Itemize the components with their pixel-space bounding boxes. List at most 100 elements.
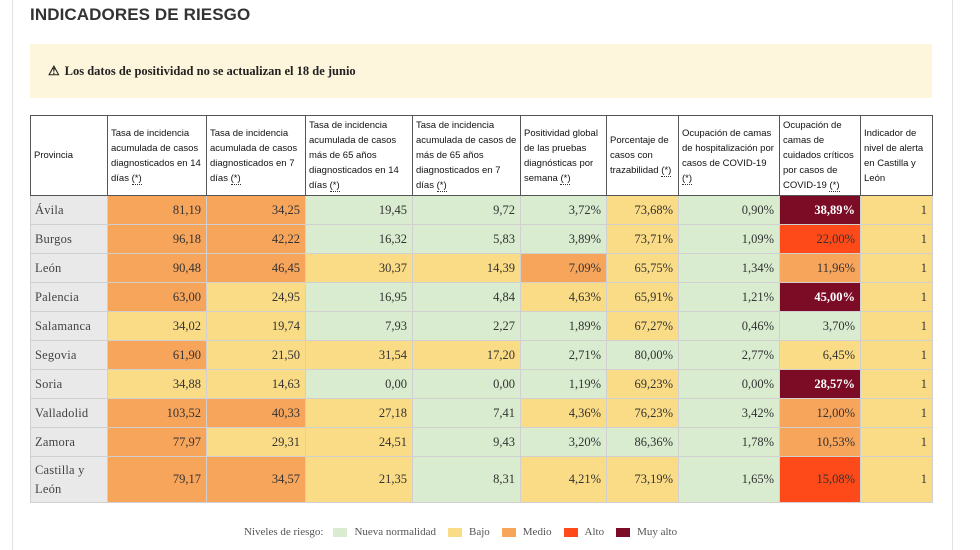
value-cell: 0,90% <box>678 195 780 225</box>
table-row: León 90,48 46,45 30,37 14,39 7,09% 65,75% 1,34%… <box>30 253 933 283</box>
legend-item: Alto <box>563 526 605 538</box>
value-cell: 3,42% <box>678 398 780 428</box>
header-provincia: Provincia <box>30 115 108 196</box>
footnote-link[interactable]: (*) <box>560 172 571 185</box>
value-cell: 80,00% <box>606 340 679 370</box>
header-tasa-65-14-dias: Tasa de incidencia acumulada de casos má… <box>305 115 413 196</box>
province-cell: Palencia <box>30 282 108 312</box>
header-ocupacion-hospitalizacion: Ocupación de camas de hospitalización po… <box>678 115 780 196</box>
table-row: Segovia 61,90 21,50 31,54 17,20 2,71% 80,00% 2,… <box>30 340 933 370</box>
footnote-link[interactable]: (*) <box>131 172 142 185</box>
alert-text: Los datos de positividad no se actualiza… <box>64 63 356 78</box>
value-cell: 38,89% <box>779 195 861 225</box>
value-cell: 1 <box>860 195 933 225</box>
footnote-link[interactable]: (*) <box>436 180 447 192</box>
province-cell: Burgos <box>30 224 108 254</box>
value-cell: 34,25 <box>206 195 306 225</box>
value-cell: 4,21% <box>520 456 607 503</box>
footnote-link[interactable]: (*) <box>230 172 241 185</box>
value-cell: 3,72% <box>520 195 607 225</box>
legend-swatch <box>448 527 462 537</box>
value-cell: 1 <box>860 369 933 399</box>
value-cell: 79,17 <box>107 456 207 503</box>
value-cell: 1,09% <box>678 224 780 254</box>
value-cell: 9,72 <box>412 195 521 225</box>
province-cell: Ávila <box>30 195 108 225</box>
value-cell: 31,54 <box>305 340 413 370</box>
value-cell: 1 <box>860 398 933 428</box>
legend-label: Medio <box>522 526 552 538</box>
value-cell: 4,63% <box>520 282 607 312</box>
legend-title: Niveles de riesgo: <box>244 526 324 538</box>
footnote-link[interactable]: (*) <box>661 165 672 177</box>
legend-label: Bajo <box>469 526 490 538</box>
value-cell: 3,89% <box>520 224 607 254</box>
value-cell: 15,08% <box>779 456 861 503</box>
alert-banner: ⚠ Los datos de positividad no se actuali… <box>30 44 932 98</box>
value-cell: 14,39 <box>412 253 521 283</box>
value-cell: 34,02 <box>107 311 207 341</box>
header-tasa-7-dias: Tasa de incidencia acumulada de casos di… <box>206 115 306 196</box>
table-row: Palencia 63,00 24,95 16,95 4,84 4,63% 65,91% 1,… <box>30 282 933 312</box>
value-cell: 24,51 <box>305 427 413 457</box>
value-cell: 45,00% <box>779 282 861 312</box>
legend-swatch <box>616 527 631 537</box>
value-cell: 17,20 <box>412 340 521 370</box>
table-header-row: Provincia Tasa de incidencia acumulada d… <box>30 115 933 196</box>
value-cell: 7,41 <box>412 398 521 428</box>
value-cell: 10,53% <box>779 427 861 457</box>
table-row: Ávila 81,19 34,25 19,45 9,72 3,72% 73,68% 0,90%… <box>30 195 933 225</box>
value-cell: 4,36% <box>520 398 607 428</box>
header-nivel-alerta: Indicador de nivel de alerta en Castilla… <box>860 115 933 196</box>
value-cell: 1 <box>860 282 933 312</box>
legend-label: Muy alto <box>637 526 678 538</box>
value-cell: 8,31 <box>412 456 521 503</box>
legend-item: Bajo <box>448 526 490 538</box>
value-cell: 28,57% <box>779 369 861 399</box>
risk-legend: Niveles de riesgo: Nueva normalidad Bajo M… <box>244 526 689 538</box>
legend-item: Nueva normalidad <box>333 526 436 538</box>
value-cell: 14,63 <box>206 369 306 399</box>
province-cell: Castilla y León <box>30 456 108 503</box>
value-cell: 34,57 <box>206 456 306 503</box>
value-cell: 7,93 <box>305 311 413 341</box>
value-cell: 73,68% <box>606 195 679 225</box>
value-cell: 21,35 <box>305 456 413 503</box>
province-cell: Salamanca <box>30 311 108 341</box>
value-cell: 96,18 <box>107 224 207 254</box>
value-cell: 22,00% <box>779 224 861 254</box>
value-cell: 27,18 <box>305 398 413 428</box>
value-cell: 73,71% <box>606 224 679 254</box>
value-cell: 9,43 <box>412 427 521 457</box>
legend-swatch <box>563 527 578 537</box>
table-row: Soria 34,88 14,63 0,00 0,00 1,19% 69,23% 0,00% 2… <box>30 369 933 399</box>
value-cell: 21,50 <box>206 340 306 370</box>
value-cell: 7,09% <box>520 253 607 283</box>
value-cell: 19,74 <box>206 311 306 341</box>
page-title: INDICADORES DE RIESGO <box>30 5 251 24</box>
value-cell: 2,77% <box>678 340 780 370</box>
value-cell: 1 <box>860 340 933 370</box>
value-cell: 1,34% <box>678 253 780 283</box>
value-cell: 90,48 <box>107 253 207 283</box>
left-border <box>12 0 13 550</box>
province-cell: Segovia <box>30 340 108 370</box>
province-cell: Zamora <box>30 427 108 457</box>
right-border <box>952 0 953 550</box>
value-cell: 81,19 <box>107 195 207 225</box>
value-cell: 0,46% <box>678 311 780 341</box>
table-row: Burgos 96,18 42,22 16,32 5,83 3,89% 73,71% 1,09… <box>30 224 933 254</box>
header-tasa-65-7-dias: Tasa de incidencia acumulada de casos de… <box>412 115 521 196</box>
legend-label: Alto <box>584 526 605 538</box>
value-cell: 63,00 <box>107 282 207 312</box>
value-cell: 5,83 <box>412 224 521 254</box>
footnote-link[interactable]: (*) <box>829 180 840 192</box>
value-cell: 29,31 <box>206 427 306 457</box>
footnote-link[interactable]: (*) <box>682 172 693 185</box>
value-cell: 1,19% <box>520 369 607 399</box>
footnote-link[interactable]: (*) <box>329 180 340 192</box>
table-row: Zamora 77,97 29,31 24,51 9,43 3,20% 86,36% 1,78… <box>30 427 933 457</box>
value-cell: 1 <box>860 456 933 503</box>
value-cell: 1,78% <box>678 427 780 457</box>
legend-item: Medio <box>501 526 552 538</box>
